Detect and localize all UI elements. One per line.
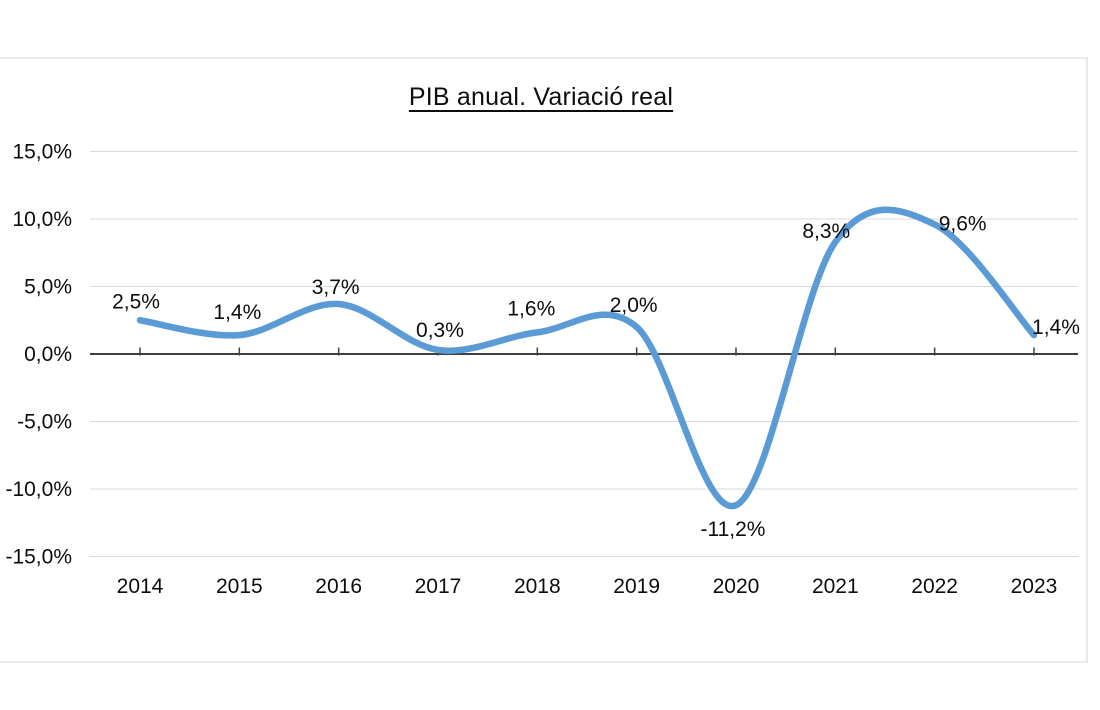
- chart-card: PIB anual. Variació real: [0, 57, 1088, 663]
- chart-title: PIB anual. Variació real: [408, 83, 674, 111]
